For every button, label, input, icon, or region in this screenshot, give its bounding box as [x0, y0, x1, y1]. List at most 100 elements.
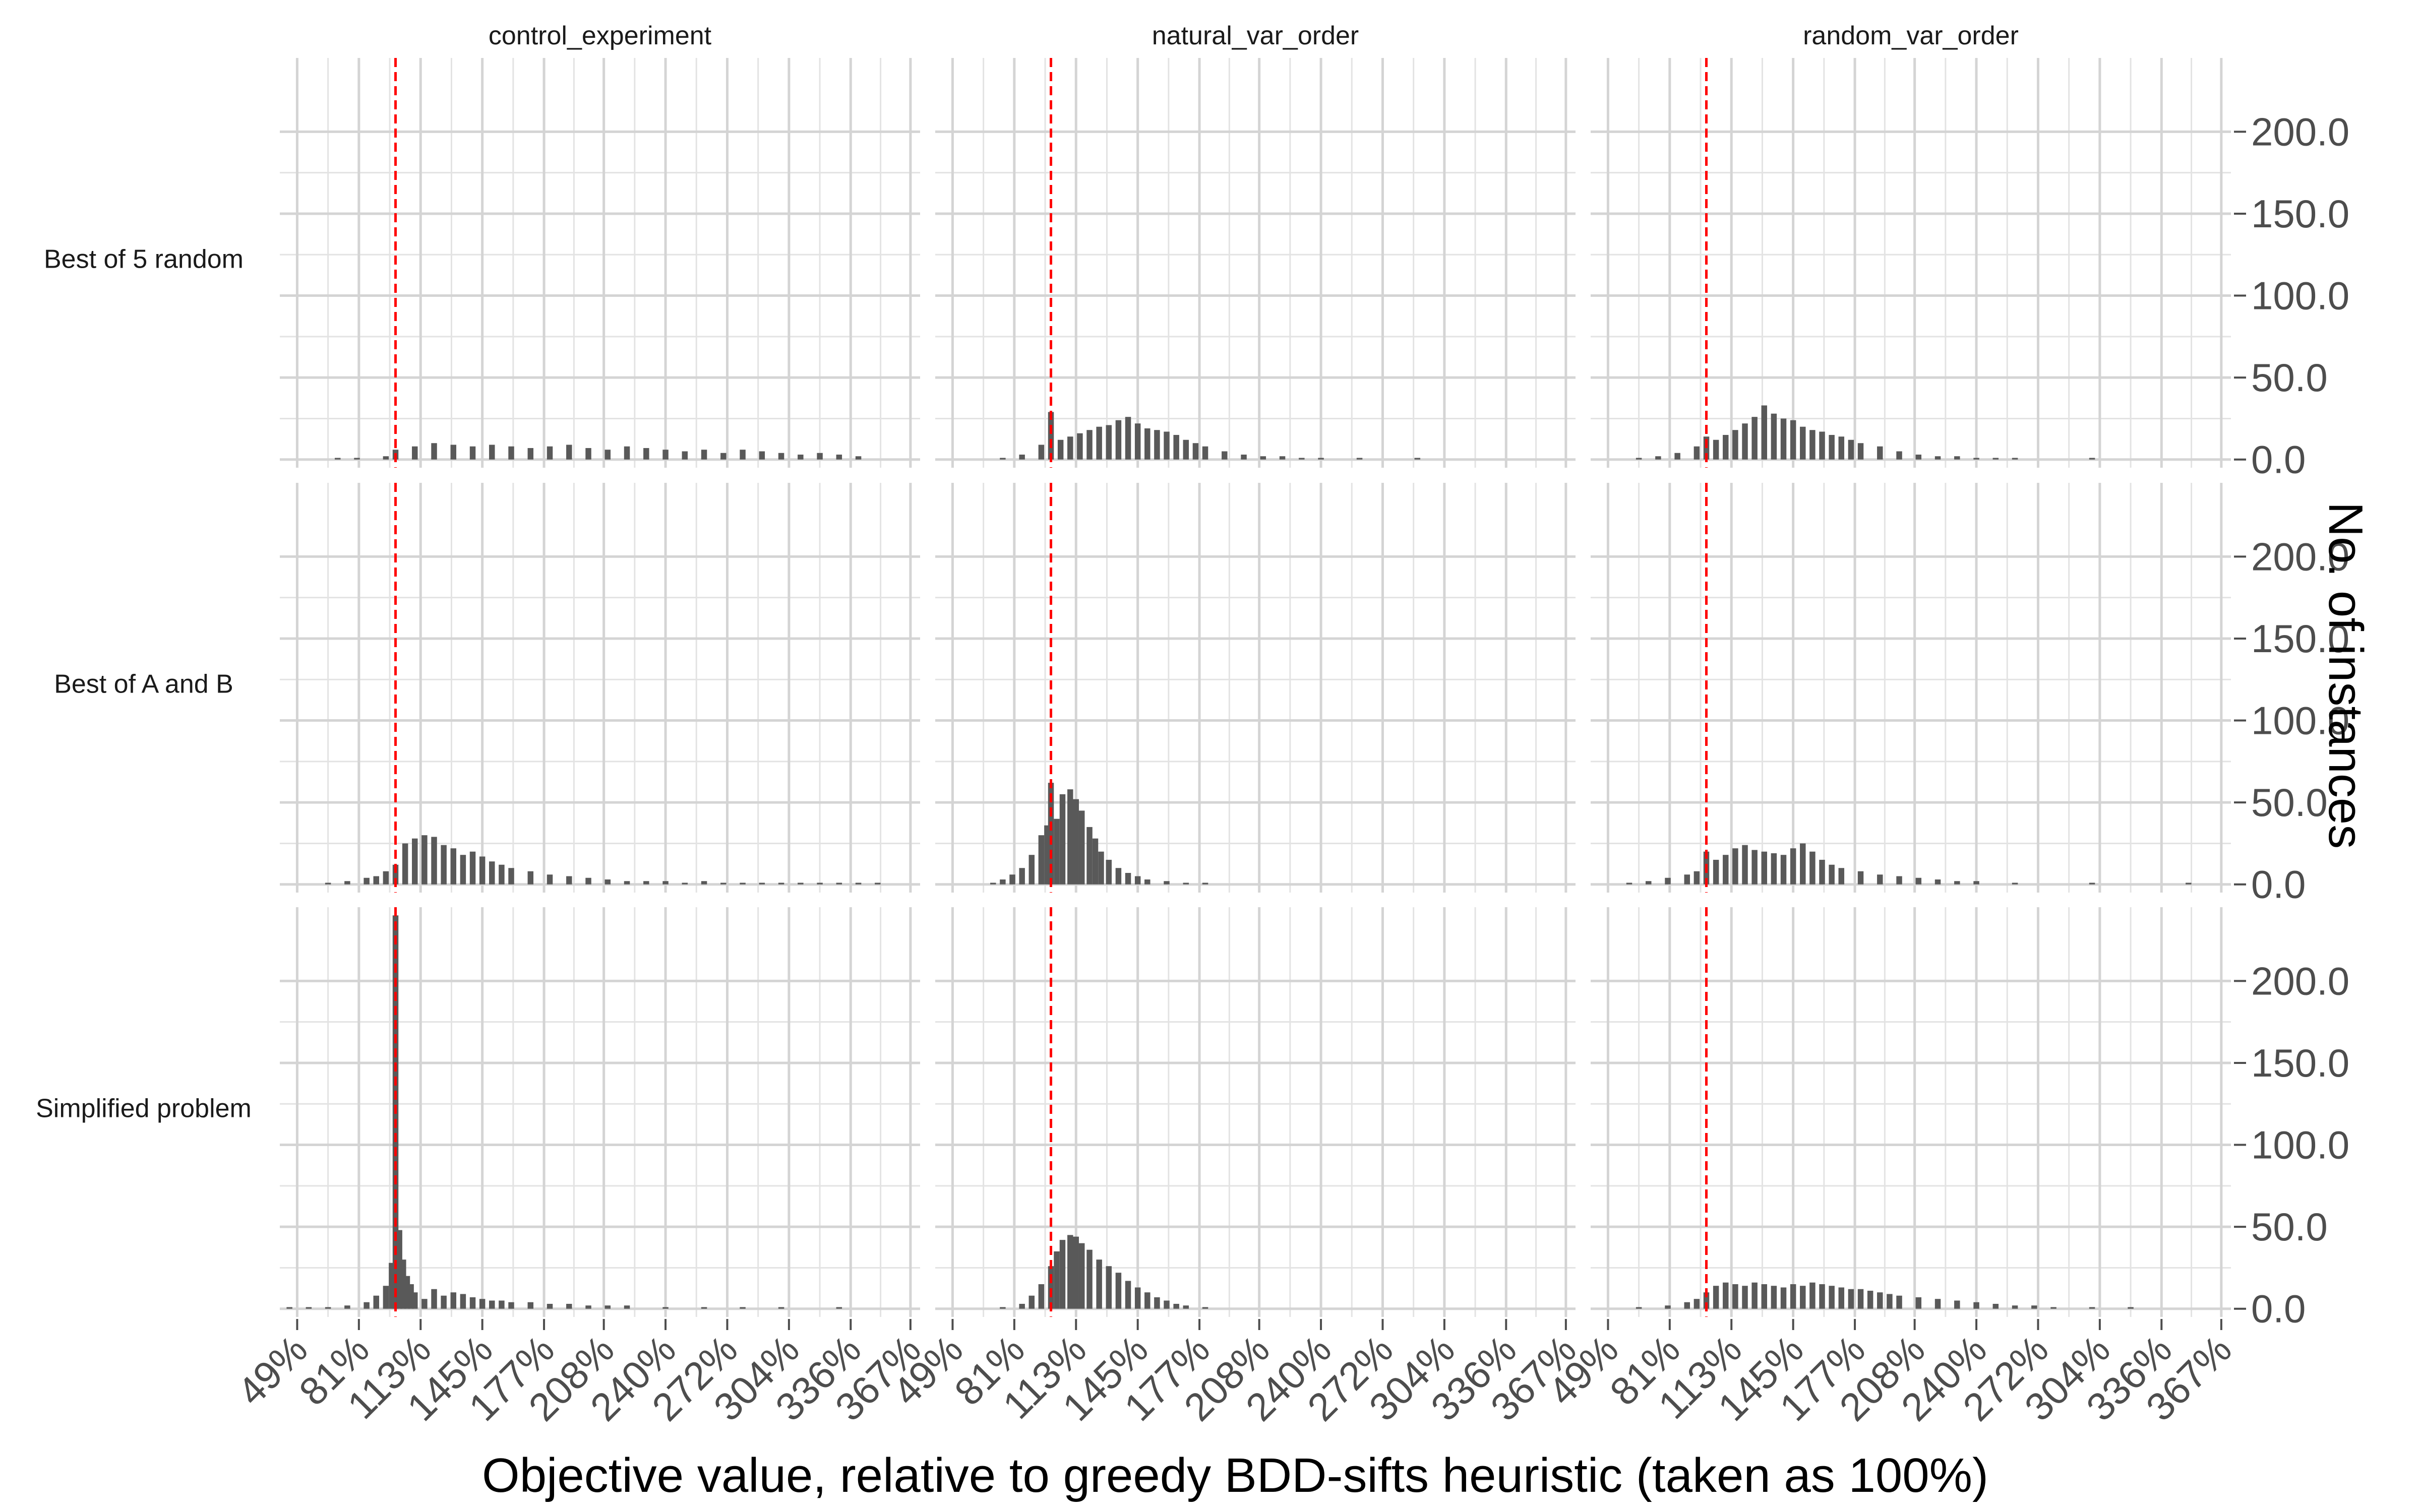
histogram-bar	[1038, 835, 1045, 885]
histogram-bar	[431, 443, 437, 460]
histogram-bar	[817, 453, 823, 460]
histogram-bar	[1009, 874, 1015, 885]
histogram-bar	[1134, 1287, 1141, 1309]
histogram-bar	[643, 881, 649, 885]
histogram-bar	[1809, 851, 1816, 885]
histogram-bar	[1723, 1282, 1729, 1309]
histogram-bar	[1790, 848, 1796, 885]
reference-lines-layer	[394, 58, 1708, 1317]
histogram-bar	[1078, 810, 1085, 885]
histogram-bar	[1260, 456, 1266, 460]
histogram-bar	[479, 856, 486, 885]
histogram-bar	[1164, 1300, 1170, 1309]
y-tick-label: 50.0	[2251, 355, 2328, 400]
histogram-bar	[1915, 877, 1922, 885]
histogram-bar	[1877, 1292, 1883, 1309]
histogram-bar	[450, 445, 457, 460]
histogram-bar	[404, 1276, 410, 1309]
histogram-bar	[1973, 881, 1979, 885]
histogram-bar	[460, 1294, 466, 1309]
histogram-bar	[527, 448, 534, 460]
histogram-bar	[2012, 458, 2018, 460]
histogram-bar	[1054, 1251, 1060, 1309]
histogram-bar	[624, 881, 630, 885]
y-tick-label: 0.0	[2251, 1287, 2306, 1331]
histogram-bar	[1915, 1297, 1922, 1309]
y-tick-label: 50.0	[2251, 1205, 2328, 1249]
histogram-bar	[1751, 417, 1758, 460]
histogram-bar	[1934, 1299, 1941, 1309]
histogram-bar	[1096, 1259, 1102, 1309]
histogram-bar	[412, 1292, 418, 1309]
histogram-bar	[1154, 1297, 1160, 1309]
histogram-bar	[1896, 451, 1902, 460]
histogram-bar	[286, 1307, 292, 1309]
histogram-bar	[1819, 1284, 1825, 1309]
histogram-bar	[1829, 434, 1835, 460]
histogram-bar	[1059, 794, 1066, 885]
histogram-bar	[1848, 439, 1854, 460]
histogram-bar	[1800, 1286, 1806, 1309]
histogram-bar	[1838, 436, 1845, 460]
y-tick-label: 150.0	[2251, 616, 2349, 661]
histogram-bar	[1934, 456, 1941, 460]
histogram-bar	[1073, 799, 1079, 885]
histogram-bar	[662, 881, 669, 885]
histogram-bar	[1636, 1307, 1642, 1309]
histogram-bar	[2031, 1305, 2037, 1309]
histogram-bar	[469, 446, 476, 460]
histogram-bar	[547, 1303, 553, 1309]
histogram-bar	[2050, 1307, 2056, 1309]
histogram-bar	[1202, 883, 1208, 885]
histogram-bar	[1173, 1303, 1179, 1309]
histogram-bar	[1000, 879, 1006, 885]
histogram-bar	[1713, 859, 1719, 885]
y-tick-label: 0.0	[2251, 437, 2306, 482]
histogram-bar	[1144, 879, 1151, 885]
histogram-bar	[740, 883, 746, 885]
histogram-bar	[1829, 864, 1835, 885]
histogram-bar	[1222, 451, 1228, 460]
bars-layer	[286, 405, 2192, 1309]
histogram-bar	[1742, 845, 1748, 885]
histogram-bar	[1771, 1286, 1777, 1309]
histogram-bar	[1086, 1249, 1093, 1309]
histogram-bar	[2089, 458, 2095, 460]
histogram-bar	[1192, 443, 1199, 460]
histogram-bar	[1780, 855, 1787, 885]
x-axis-title: Objective value, relative to greedy BDD-…	[482, 1448, 1988, 1502]
facet-row-label: Simplified problem	[36, 1094, 252, 1123]
facet-row-label: Best of A and B	[54, 670, 233, 699]
histogram-bar	[1954, 456, 1960, 460]
histogram-bar	[1134, 876, 1141, 885]
histogram-bar	[701, 881, 707, 885]
histogram-bar	[855, 456, 862, 460]
histogram-bar	[1059, 1240, 1066, 1309]
y-tick-label: 150.0	[2251, 1041, 2349, 1085]
histogram-bar	[778, 1307, 784, 1309]
histogram-bar	[508, 1302, 514, 1309]
histogram-bar	[1154, 430, 1160, 460]
histogram-bar	[1125, 872, 1131, 885]
grid-layer	[280, 58, 2231, 1317]
histogram-bar	[682, 451, 688, 460]
histogram-bar	[1096, 426, 1102, 460]
histogram-bar	[1896, 1295, 1902, 1309]
histogram-bar	[1665, 1305, 1671, 1309]
histogram-bar	[1684, 874, 1690, 885]
histogram-bar	[1703, 1292, 1710, 1309]
histogram-bar	[1665, 877, 1671, 885]
y-tick-label: 100.0	[2251, 274, 2349, 318]
histogram-bar	[1183, 883, 1189, 885]
histogram-bar	[1761, 851, 1768, 885]
histogram-bar	[1054, 818, 1060, 885]
histogram-bar	[740, 1307, 746, 1309]
histogram-bar	[875, 883, 881, 885]
histogram-bar	[1636, 458, 1642, 460]
histogram-bar	[1183, 1305, 1189, 1309]
histogram-bar	[1125, 417, 1131, 460]
histogram-bar	[1857, 1289, 1864, 1309]
histogram-bar	[479, 1299, 486, 1309]
histogram-bar	[335, 458, 341, 460]
histogram-bar	[1057, 439, 1064, 460]
